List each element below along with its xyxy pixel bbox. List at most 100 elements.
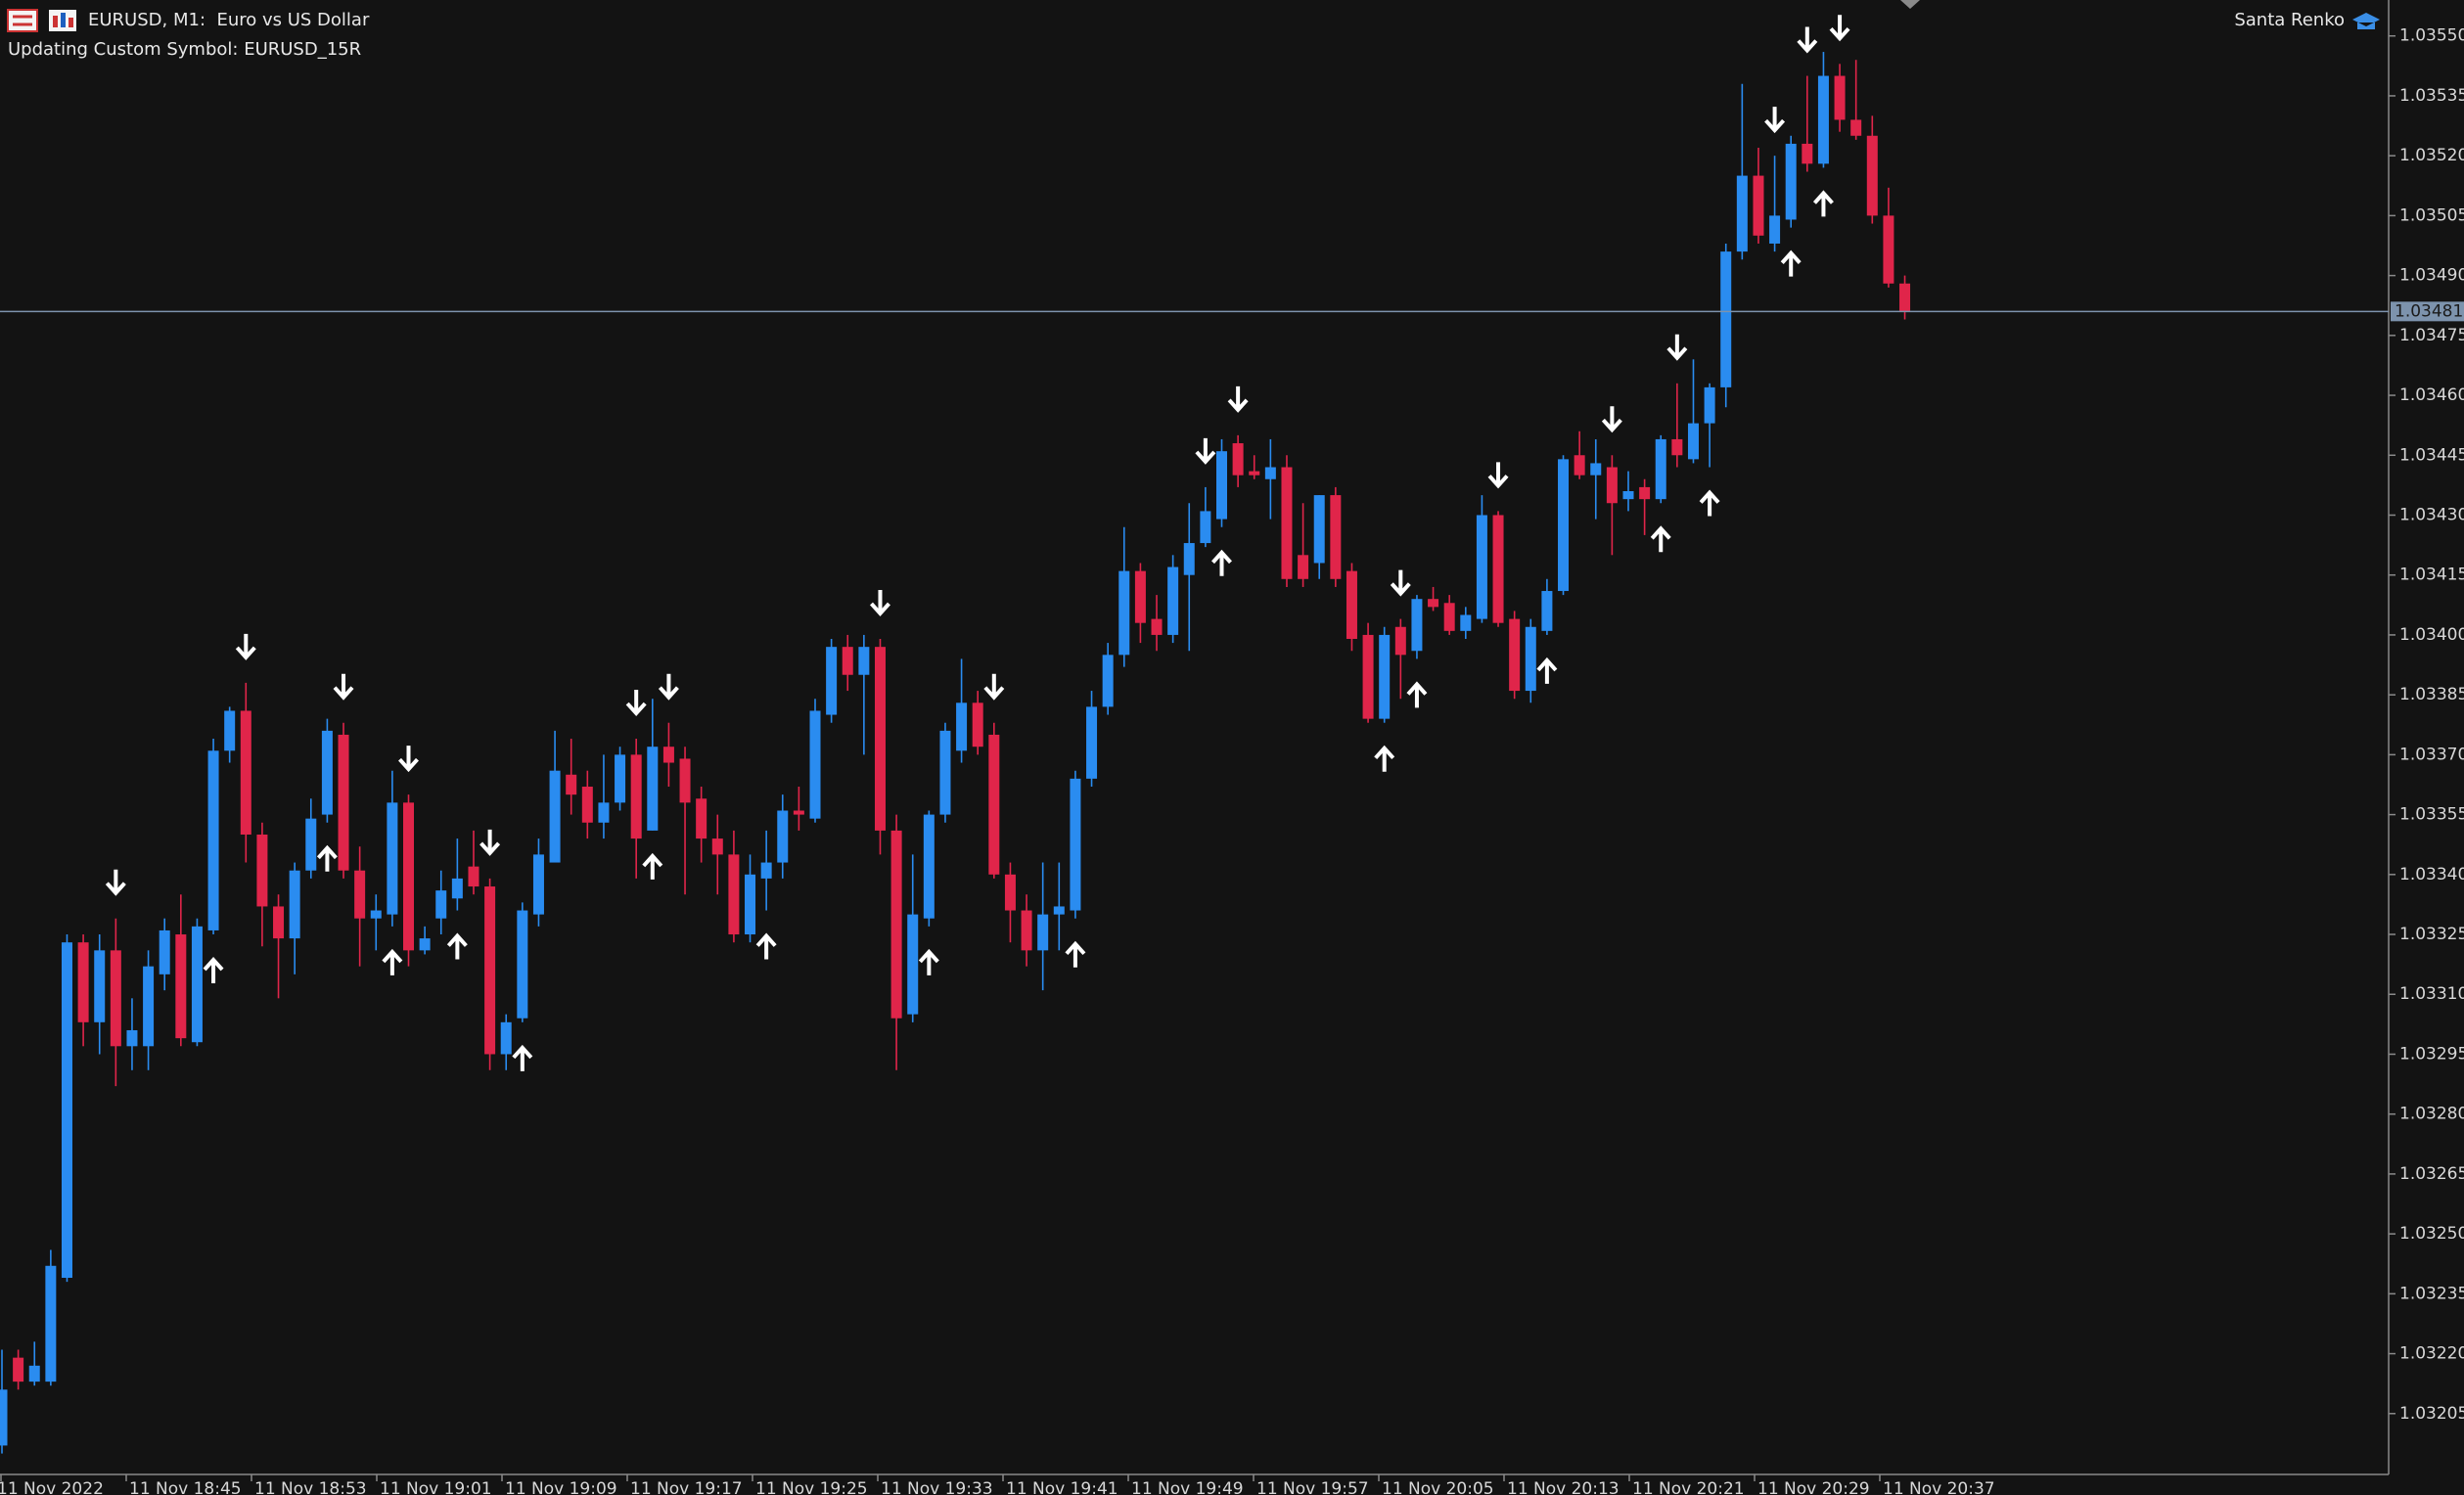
candle-body xyxy=(1704,386,1715,424)
buy-arrow xyxy=(316,844,338,872)
candle-body xyxy=(191,926,203,1043)
plot-area xyxy=(0,15,1911,1454)
arrow-shape xyxy=(1666,334,1688,361)
x-tick-label: 11 Nov 20:05 xyxy=(1382,1479,1494,1495)
candle-body xyxy=(1102,655,1114,707)
sell-arrow xyxy=(1829,15,1850,42)
x-tick-label: 11 Nov 20:13 xyxy=(1507,1479,1620,1495)
candle-body xyxy=(435,890,447,919)
buy-arrow xyxy=(1536,657,1558,684)
candle-body xyxy=(1313,495,1325,564)
arrow-shape xyxy=(642,852,663,880)
shift-marker[interactable] xyxy=(1900,0,1920,9)
candle-body xyxy=(696,798,707,839)
y-tick-label: 1.03550 xyxy=(2399,26,2464,46)
candle-body xyxy=(1850,119,1862,136)
buy-arrow xyxy=(512,1044,533,1071)
candle-body xyxy=(468,866,479,887)
y-tick-label: 1.03355 xyxy=(2399,805,2464,825)
candle-body xyxy=(13,1357,24,1382)
y-tick-label: 1.03235 xyxy=(2399,1284,2464,1303)
candle-body xyxy=(1720,251,1732,387)
y-tick-label: 1.03520 xyxy=(2399,146,2464,165)
candle-body xyxy=(500,1021,512,1055)
arrow-shape xyxy=(1699,489,1720,517)
candle-body xyxy=(1053,906,1065,915)
candle-body xyxy=(1004,874,1016,911)
candle-body xyxy=(1167,566,1179,635)
header-icons xyxy=(7,0,2380,32)
arrow-shape xyxy=(983,673,1005,701)
x-tick-label: 11 Nov 19:25 xyxy=(755,1479,868,1495)
x-tick-label: 11 Nov 2022 xyxy=(0,1479,104,1495)
x-tick-label: 11 Nov 20:29 xyxy=(1757,1479,1870,1495)
candle-body xyxy=(1590,463,1602,476)
candle-body xyxy=(1476,515,1487,619)
buy-arrow xyxy=(918,948,939,975)
candle-body xyxy=(1802,143,1813,164)
candle-body xyxy=(1622,491,1634,500)
candle-body xyxy=(890,830,902,1019)
candle-body xyxy=(1428,599,1439,608)
candle-body xyxy=(1118,570,1130,656)
candle-body xyxy=(1151,618,1163,635)
candle-body xyxy=(451,878,463,899)
candle-body xyxy=(809,710,821,819)
candle-body xyxy=(615,754,626,803)
candle-body xyxy=(711,838,723,855)
candle-body xyxy=(321,730,333,815)
candle-body xyxy=(1216,451,1227,520)
candle-body xyxy=(1753,175,1764,236)
candle-body xyxy=(207,750,219,930)
candle-body xyxy=(679,758,691,803)
candle-body xyxy=(273,906,285,939)
candle-body xyxy=(484,886,496,1055)
candle-body xyxy=(1687,423,1699,460)
candle-body xyxy=(419,938,431,951)
arrow-shape xyxy=(1650,525,1671,553)
arrow-shape xyxy=(1065,940,1086,968)
y-tick-label: 1.03460 xyxy=(2399,385,2464,405)
arrow-shape xyxy=(333,673,354,701)
candle-body xyxy=(956,702,968,751)
candle-body xyxy=(77,942,89,1022)
candle-body xyxy=(387,802,398,915)
arrow-shape xyxy=(479,829,501,856)
arrow-shape xyxy=(1487,462,1509,489)
candle-body xyxy=(1460,614,1472,631)
candle-body xyxy=(1509,618,1521,692)
candle-body xyxy=(1362,634,1374,719)
candle-body xyxy=(566,774,577,795)
sell-arrow xyxy=(235,633,256,660)
arrow-shape xyxy=(918,948,939,975)
candle-body xyxy=(305,818,317,871)
arrow-shape xyxy=(1780,249,1802,277)
buy-arrow xyxy=(1211,549,1232,576)
candle-body xyxy=(1134,570,1146,623)
candle-body xyxy=(224,710,236,751)
arrow-shape xyxy=(1536,657,1558,684)
candle-body xyxy=(1492,515,1504,623)
candle-body xyxy=(354,870,366,919)
candle-body xyxy=(1070,778,1081,911)
candle-body xyxy=(1883,215,1894,284)
x-tick-label: 11 Nov 18:45 xyxy=(129,1479,242,1495)
arrow-shape xyxy=(658,673,679,701)
candle-body xyxy=(662,747,674,763)
menu-icon[interactable] xyxy=(7,9,38,32)
candle-body xyxy=(338,734,349,871)
candle-body xyxy=(549,770,561,863)
icon-bar xyxy=(68,18,73,27)
x-tick-label: 11 Nov 19:33 xyxy=(881,1479,993,1495)
candle-body xyxy=(256,834,268,907)
sell-arrow xyxy=(1487,462,1509,489)
buy-arrow xyxy=(1650,525,1671,553)
candle-body xyxy=(1671,438,1683,456)
candle-body xyxy=(988,734,1000,875)
current-price-box xyxy=(2391,301,2464,322)
sell-arrow xyxy=(1764,107,1786,134)
buy-arrow xyxy=(1065,940,1086,968)
buy-arrow xyxy=(446,932,468,960)
candle-body xyxy=(1443,603,1455,631)
y-tick-label: 1.03475 xyxy=(2399,326,2464,345)
